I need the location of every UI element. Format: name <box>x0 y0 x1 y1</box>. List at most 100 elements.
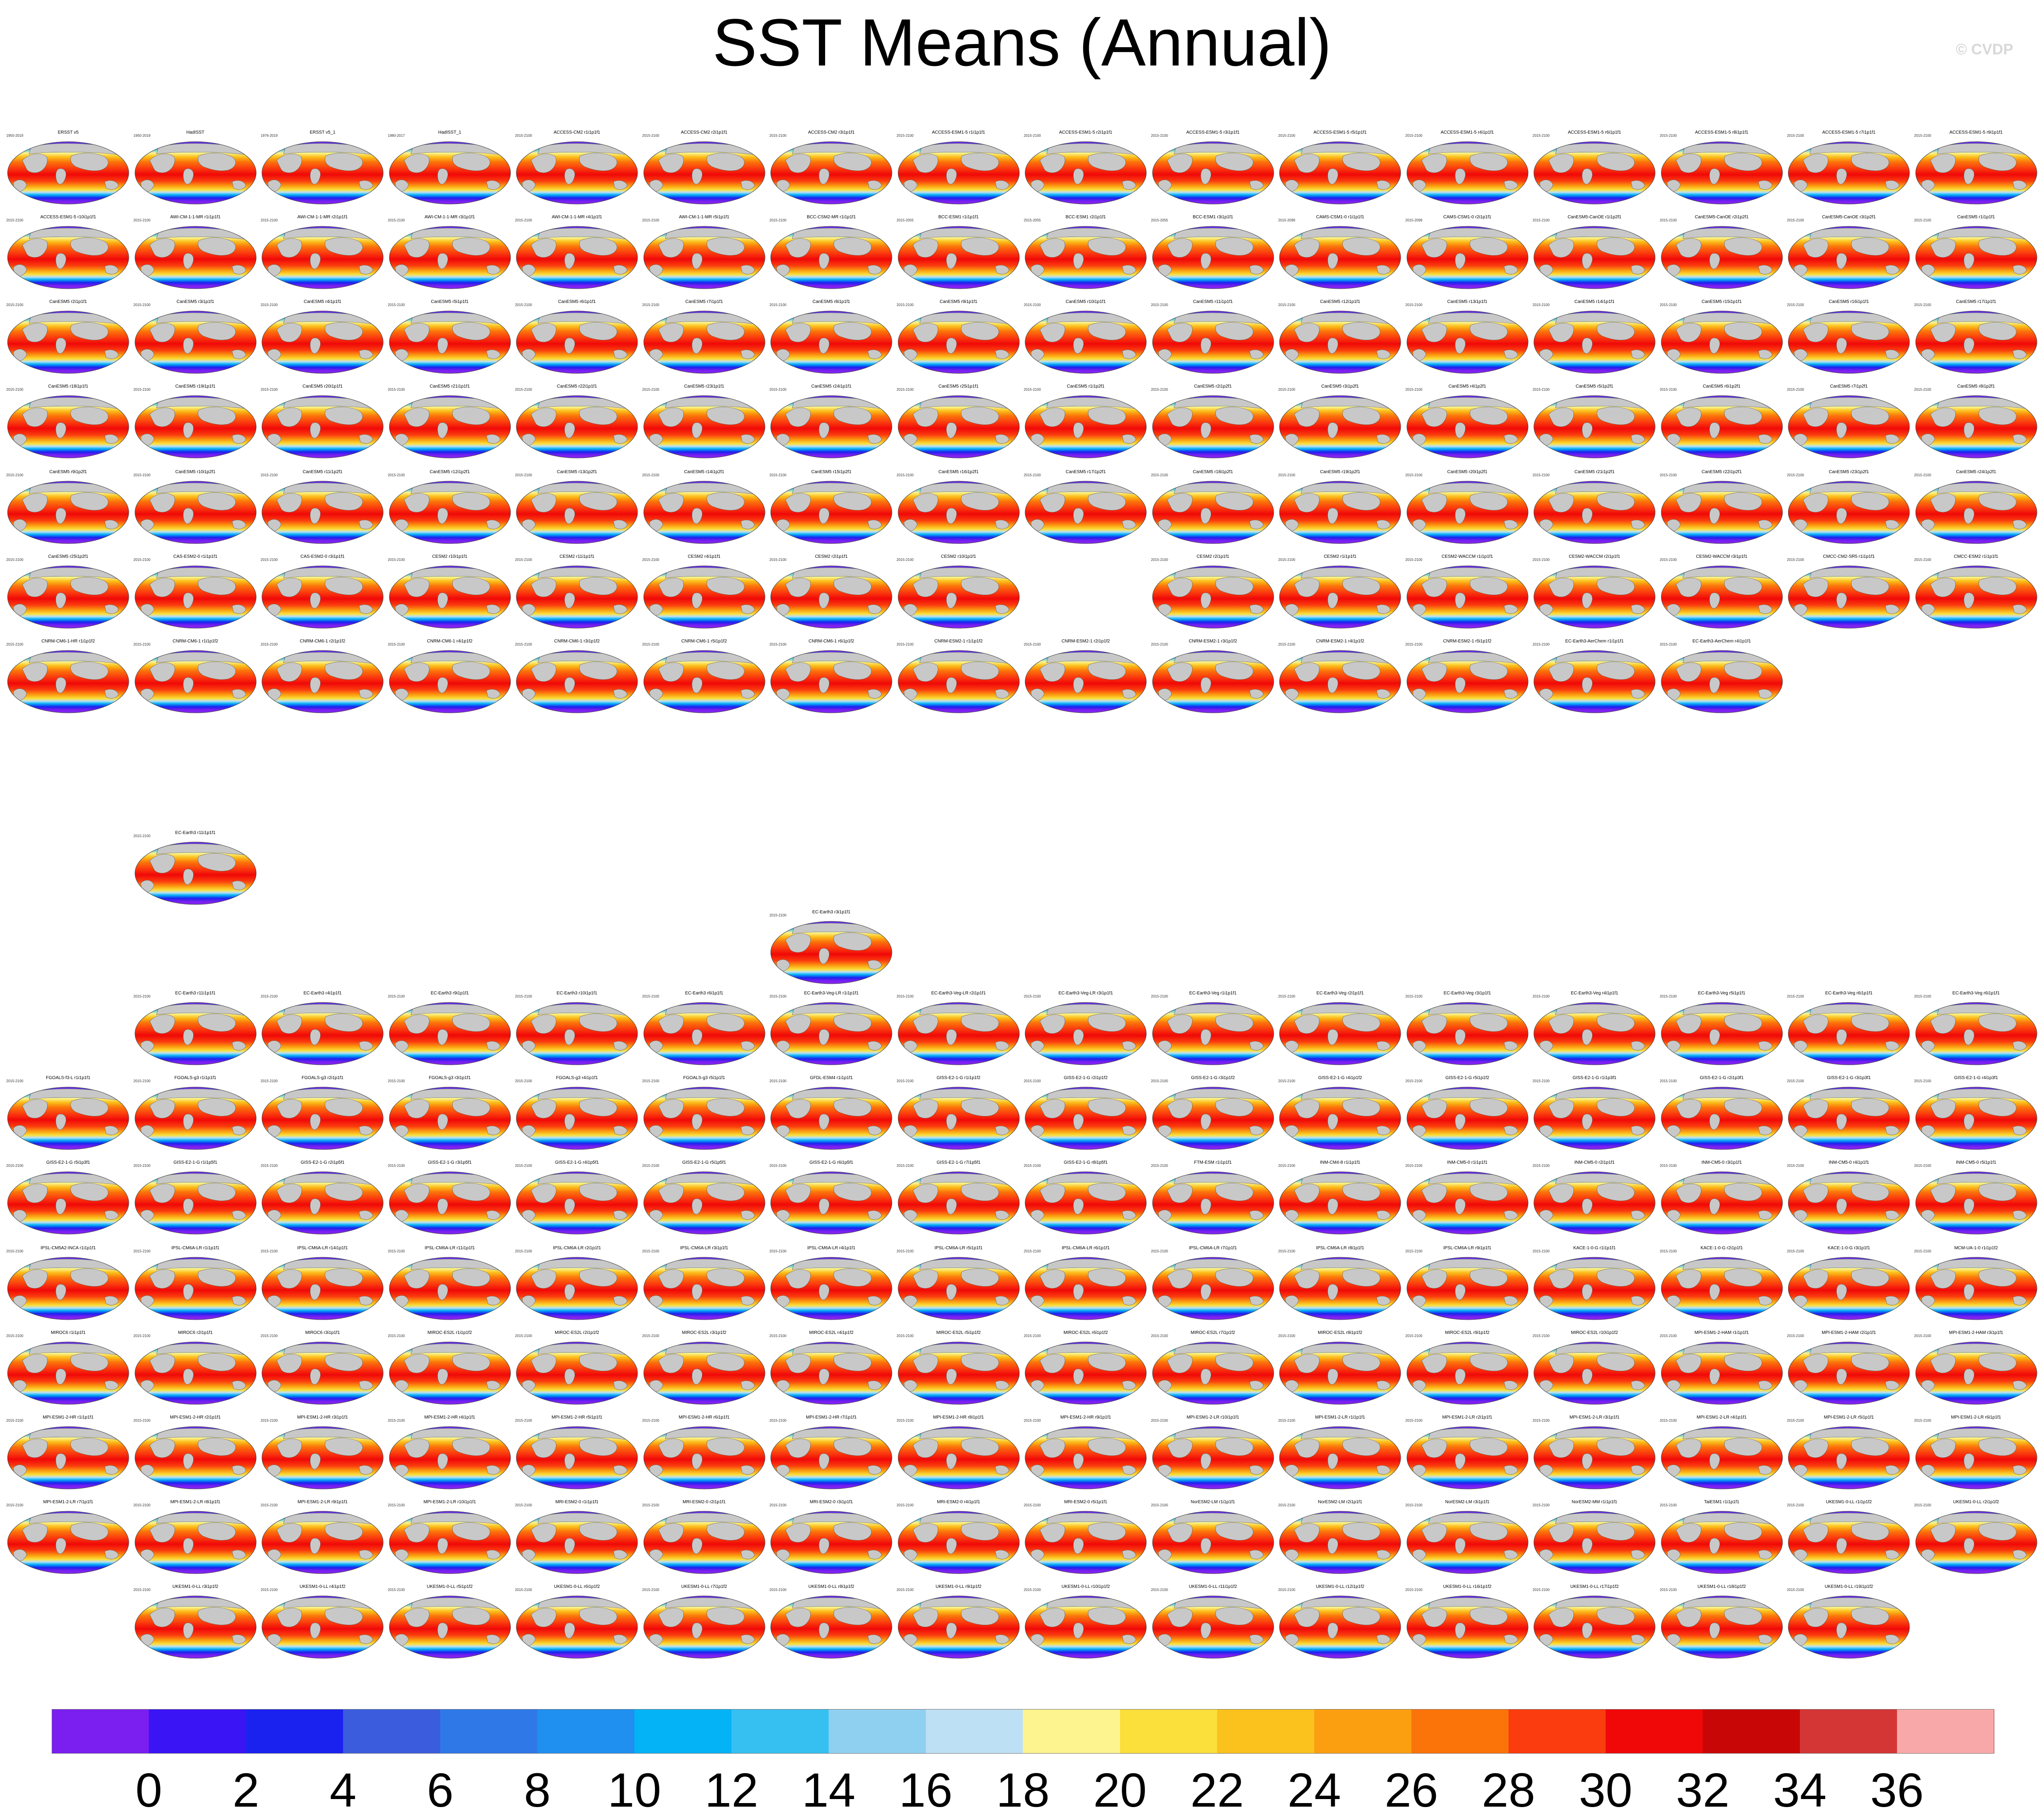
colorbar-tick-label: 12 <box>704 1763 759 1817</box>
globe-outline <box>643 311 765 374</box>
colorbar-box <box>1606 1709 1703 1754</box>
globe-outline <box>516 311 638 374</box>
map-panel: CanESM5 r19i1p2f1 2015-2100 <box>1276 469 1404 547</box>
land-mask <box>867 519 882 529</box>
map-panel: CAMS-CSM1-0 r2i1p1f1 2015-2099 <box>1404 214 1531 292</box>
land-mask <box>325 492 363 511</box>
sst-map <box>1788 565 1910 629</box>
panel-title: CanESM5 r16i1p2f1 <box>938 470 979 474</box>
land-mask <box>1249 180 1263 190</box>
land-mask <box>70 577 109 595</box>
panel-title: INM-CM5-0 r3i1p1f1 <box>1701 1160 1742 1165</box>
sst-map <box>262 1511 384 1574</box>
panel-years: 2015-2100 <box>388 1503 405 1507</box>
land-mask <box>1963 508 1975 524</box>
globe-outline <box>1279 565 1401 629</box>
land-mask <box>1376 349 1391 359</box>
land-mask <box>531 493 556 513</box>
panel-years: 2015-2100 <box>1024 303 1041 307</box>
panel-title: CNRM-ESM2-1 r1i1p1f2 <box>934 639 983 644</box>
land-mask <box>1215 407 1253 425</box>
panel-title: BCC-ESM1 r1i1p1f1 <box>938 215 979 220</box>
land-mask <box>1167 408 1193 427</box>
land-mask <box>1469 492 1508 511</box>
map-panel: MIROC-ES2L r9i1p1f2 2015-2100 <box>1404 1329 1531 1407</box>
panel-title: UKESM1-0-LL r7i1p1f2 <box>681 1584 727 1589</box>
panel-years: 2015-2100 <box>896 994 914 998</box>
land-mask <box>1851 237 1889 256</box>
land-mask <box>834 407 872 425</box>
land-mask <box>22 578 48 597</box>
land-mask <box>818 422 830 438</box>
sst-map <box>135 650 256 713</box>
sst-map <box>516 1087 638 1150</box>
sst-map <box>770 1171 892 1235</box>
panel-years: 2015-2100 <box>642 1588 659 1592</box>
land-mask <box>995 434 1009 444</box>
panel-title: MPI-ESM1-2-HR r1i1p1f1 <box>43 1415 94 1420</box>
map-panel: GISS-E2-1-G r4i1p3f1 2015-2100 <box>1913 1075 2040 1153</box>
panel-years: 2015-2100 <box>896 1503 914 1507</box>
sst-map <box>516 1426 638 1489</box>
map-panel: IPSL-CM6A-LR r11i1p1f1 2015-2100 <box>386 1245 514 1323</box>
land-mask <box>197 322 236 340</box>
map-panel: CanESM5 r15i1p2f1 2015-2100 <box>768 469 895 547</box>
map-panel: ACCESS-ESM1-5 r5i1p1f1 2015-2100 <box>1276 129 1404 207</box>
map-panel: FGOALS-g3 r1i1p1f1 2015-2100 <box>132 1075 259 1153</box>
land-mask <box>1631 180 1645 190</box>
land-mask <box>785 408 811 427</box>
panel-years: 2015-2100 <box>1660 1588 1677 1592</box>
map-panel: MIROC-ES2L r4i1p1f2 2015-2100 <box>768 1329 895 1407</box>
land-mask <box>276 238 302 258</box>
globe-outline <box>1279 226 1401 289</box>
panel-title: MIROC-ES2L r5i1p1f2 <box>936 1330 981 1335</box>
panel-title: EC-Earth3-Veg-LR r2i1p1f1 <box>931 991 986 996</box>
land-mask <box>276 154 302 173</box>
land-mask <box>1455 253 1466 269</box>
land-mask <box>961 577 999 595</box>
globe-outline <box>389 481 511 544</box>
globe-outline <box>135 226 256 289</box>
map-panel: CanESM5 r5i1p2f1 2015-2100 <box>1531 383 1658 461</box>
sst-map <box>643 1257 765 1320</box>
land-mask <box>1504 265 1518 274</box>
sst-map <box>1152 1087 1274 1150</box>
panel-years: 2015-2100 <box>1533 1164 1550 1168</box>
land-mask <box>818 508 830 524</box>
panel-title: MPI-ESM1-2-HAM r3i1p1f1 <box>1949 1330 2003 1335</box>
map-panel: GISS-E2-1-G r5i1p5f1 2015-2100 <box>641 1159 768 1237</box>
sst-map <box>1533 1002 1656 1065</box>
panel-years: 2015-2100 <box>896 1334 914 1338</box>
land-mask <box>995 180 1009 190</box>
panel-years: 2015-2100 <box>1278 134 1296 138</box>
panel-years: 2015-2100 <box>6 558 24 562</box>
map-panel: CESM2 r10i1p1f1 2015-2100 <box>895 553 1022 631</box>
map-panel: UKESM1-0-LL r1i1p1f2 2015-2100 <box>1785 1499 1913 1577</box>
panel-title: CanESM5 r1i1p1f1 <box>1957 215 1995 220</box>
sst-map <box>898 1426 1019 1489</box>
land-mask <box>818 253 830 269</box>
panel-years: 2015-2100 <box>1024 1079 1041 1083</box>
sst-map <box>516 1595 638 1659</box>
panel-years: 2015-2100 <box>261 642 278 646</box>
globe-outline <box>1915 395 2037 458</box>
panel-years: 2015-2100 <box>769 303 787 307</box>
land-mask <box>1758 519 1772 529</box>
sst-map <box>898 1171 1019 1235</box>
land-mask <box>232 349 246 359</box>
panel-years: 2015-2100 <box>1024 473 1041 477</box>
globe-outline <box>1152 481 1274 544</box>
map-panel: INM-CM5-0 r2i1p1f1 2015-2100 <box>1531 1159 1658 1237</box>
land-mask <box>404 238 429 258</box>
land-mask <box>658 408 684 427</box>
map-panel: ACCESS-ESM1-5 r8i1p1f1 2015-2100 <box>1658 129 1786 207</box>
panel-title: ACCESS-ESM1-5 r9i1p1f1 <box>1949 130 2003 135</box>
panel-years: 2015-2100 <box>769 1334 787 1338</box>
panel-years: 2015-2100 <box>1787 388 1804 392</box>
land-mask <box>1978 407 2016 425</box>
panel-years: 2015-2100 <box>1914 1419 1931 1423</box>
panel-years: 2015-2100 <box>1405 1419 1423 1423</box>
figure-title: SST Means (Annual) <box>712 5 1332 80</box>
sst-map <box>1279 1595 1401 1659</box>
panel-years: 2015-2100 <box>515 134 532 138</box>
